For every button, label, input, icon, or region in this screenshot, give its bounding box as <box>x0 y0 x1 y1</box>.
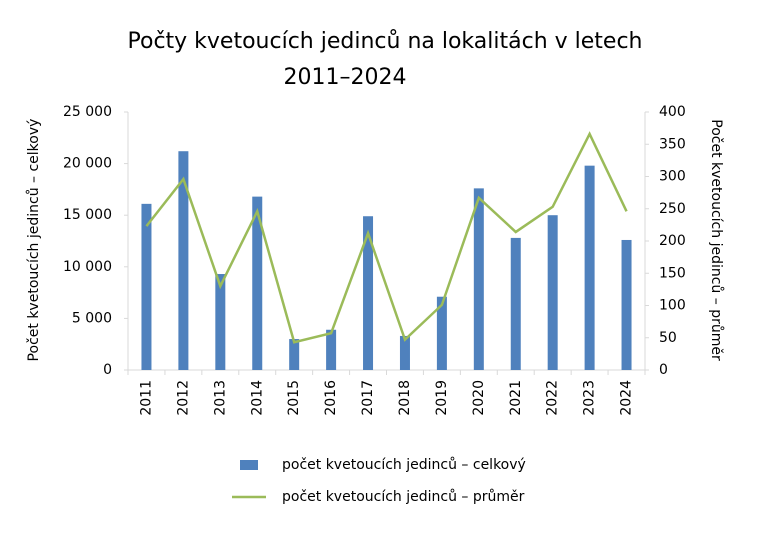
x-tick-label: 2015 <box>286 380 302 416</box>
x-tick-label: 2020 <box>471 380 487 416</box>
x-tick-label: 2021 <box>508 380 524 416</box>
bar <box>215 274 226 370</box>
x-tick-label: 2014 <box>249 380 265 416</box>
bar <box>473 188 484 370</box>
legend-label: počet kvetoucích jedinců – průměr <box>282 489 525 505</box>
bar <box>363 216 374 370</box>
y2-tick-label: 100 <box>659 298 686 314</box>
y2-tick-label: 50 <box>659 330 677 346</box>
x-tick-label: 2018 <box>397 380 413 416</box>
x-tick-label: 2023 <box>582 380 598 416</box>
x-tick-label: 2016 <box>323 380 339 416</box>
y-tick-label: 0 <box>103 362 112 378</box>
bar <box>141 203 152 370</box>
x-tick-label: 2022 <box>545 380 561 416</box>
y2-tick-label: 200 <box>659 233 686 249</box>
y2-tick-label: 0 <box>659 362 668 378</box>
y2-tick-label: 350 <box>659 136 686 152</box>
bar <box>547 215 558 370</box>
chart-title: 2011–2024 <box>284 65 407 90</box>
y-tick-label: 15 000 <box>63 207 112 223</box>
y-tick-label: 25 000 <box>63 104 112 120</box>
x-tick-label: 2011 <box>138 380 154 416</box>
bar <box>584 165 595 370</box>
y2-axis-label: Počet kvetoucích jedinců – průměr <box>708 119 724 361</box>
x-tick-label: 2012 <box>175 380 191 416</box>
y-axis-label: Počet kvetoucích jedinců – celkový <box>26 119 42 362</box>
y2-tick-label: 300 <box>659 169 686 185</box>
y2-tick-label: 250 <box>659 201 686 217</box>
y-tick-label: 20 000 <box>63 156 112 172</box>
chart-title: Počty kvetoucích jedinců na lokalitách v… <box>128 29 643 54</box>
y-tick-label: 10 000 <box>63 259 112 275</box>
bar <box>289 339 300 370</box>
bar <box>252 196 263 370</box>
bar <box>621 239 632 370</box>
bar <box>326 329 337 370</box>
x-tick-label: 2013 <box>212 380 228 416</box>
x-tick-label: 2024 <box>619 380 635 416</box>
y-tick-label: 5 000 <box>72 310 112 326</box>
y2-tick-label: 150 <box>659 265 686 281</box>
legend-label: počet kvetoucích jedinců – celkový <box>282 457 526 473</box>
bar <box>436 296 447 370</box>
legend-swatch <box>240 460 258 470</box>
bar <box>399 335 410 370</box>
x-tick-label: 2019 <box>434 380 450 416</box>
y2-tick-label: 400 <box>659 104 686 120</box>
x-tick-label: 2017 <box>360 380 376 416</box>
bar <box>178 151 189 370</box>
bar <box>510 237 521 370</box>
line <box>145 131 628 344</box>
